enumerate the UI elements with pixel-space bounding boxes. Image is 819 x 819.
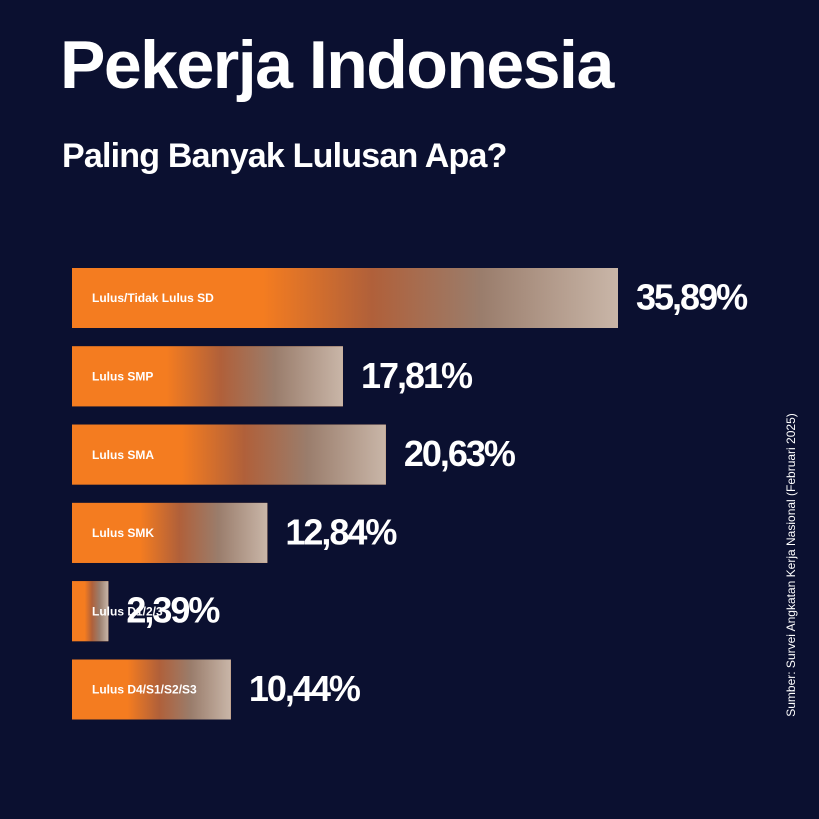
value-label: 20,63% [404, 433, 516, 474]
category-label: Lulus D1/2/3 [92, 604, 163, 618]
bar [72, 502, 268, 563]
value-label: 17,81% [361, 355, 473, 396]
bar [72, 268, 618, 328]
category-label: Lulus SMA [92, 448, 154, 462]
value-label: 2,39% [126, 590, 220, 631]
category-label: Lulus SMK [92, 526, 154, 540]
bar [72, 424, 386, 485]
category-label: Lulus SMP [92, 369, 153, 383]
bar [72, 346, 343, 407]
bar [72, 581, 109, 642]
category-label: Lulus/Tidak Lulus SD [92, 291, 214, 305]
value-label: 10,44% [249, 668, 361, 709]
chart-subtitle: Paling Banyak Lulusan Apa? [62, 137, 507, 175]
bar [72, 659, 231, 720]
value-label: 35,89% [636, 277, 748, 318]
source-note: Sumber: Survei Angkatan Kerja Nasional (… [784, 413, 798, 717]
chart-title: Pekerja Indonesia [60, 27, 615, 103]
category-label: Lulus D4/S1/S2/S3 [92, 683, 197, 697]
value-label: 12,84% [285, 511, 397, 552]
